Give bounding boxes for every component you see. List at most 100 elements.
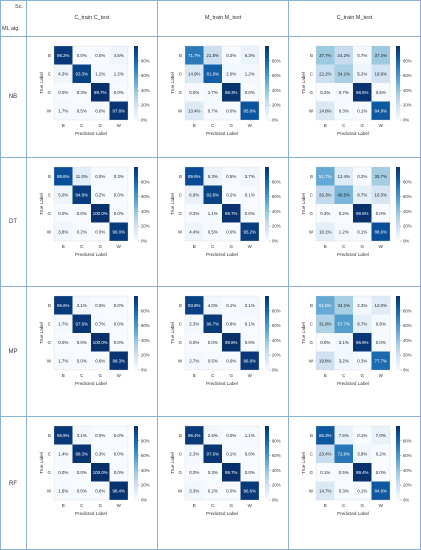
cell-value-label: 16.5% xyxy=(375,192,388,197)
y-axis-label: True Label xyxy=(170,193,175,215)
x-tick-label: W xyxy=(117,373,122,378)
colorbar xyxy=(134,296,138,370)
cell-value-label: 0.0% xyxy=(95,433,105,438)
cell-value-label: 97.6% xyxy=(76,321,89,326)
colorbar xyxy=(134,167,138,241)
y-tick-label: C xyxy=(48,192,52,197)
cell-value-label: 100.0% xyxy=(93,340,108,345)
colorbar-tick-label: 0% xyxy=(141,239,147,244)
cell-value-label: 97.8% xyxy=(113,108,126,113)
heatmap-cell xyxy=(371,46,390,65)
y-tick-label: G xyxy=(309,470,313,475)
x-tick-label: W xyxy=(248,244,253,249)
heatmap-cell xyxy=(185,426,204,445)
heatmap-cell xyxy=(316,463,335,482)
heatmap-cell xyxy=(334,463,353,482)
confusion-matrix-rf-2: 96.4% 2.6% 0.0% 1.1% 2.3% 97.6% 0.1% 0.0% 0.0% 0.… xyxy=(170,425,281,516)
cell-value-label: 0.0% xyxy=(114,451,124,456)
colorbar-tick-label: 60% xyxy=(141,453,150,458)
heatmap-cell xyxy=(334,46,353,65)
cell-value-label: 98.3% xyxy=(76,451,89,456)
colorbar-tick-label: 80% xyxy=(141,58,150,63)
heatmap-cell xyxy=(371,101,390,120)
y-tick-label: B xyxy=(48,433,51,438)
corner-cell: Sc. ML alg. xyxy=(0,0,26,36)
heatmap-cell xyxy=(222,444,241,463)
cell-value-label: 5.2% xyxy=(357,71,367,76)
y-tick-label: G xyxy=(178,470,182,475)
colorbar xyxy=(265,426,269,500)
x-tick-label: B xyxy=(62,373,65,378)
x-tick-label: G xyxy=(360,244,364,249)
cell-value-label: 98.5% xyxy=(356,90,369,95)
colorbar-tick-label: 40% xyxy=(141,338,150,343)
heatmap-cell xyxy=(371,426,390,445)
cell-value-label: 0.7% xyxy=(95,321,105,326)
x-axis-label: Predicted Label xyxy=(75,511,107,516)
cell-value-label: 31.8% xyxy=(319,321,332,326)
cell-value-label: 24.2% xyxy=(338,53,351,58)
heatmap-cell xyxy=(316,83,335,102)
x-tick-label: W xyxy=(248,373,253,378)
x-tick-label: B xyxy=(62,503,65,508)
heatmap-cell xyxy=(72,167,91,186)
heatmap-cell xyxy=(54,426,73,445)
row-label-text: NB xyxy=(8,94,18,100)
x-axis-label: Predicted Label xyxy=(337,131,369,136)
x-axis-label: Predicted Label xyxy=(75,252,107,257)
heatmap-cell xyxy=(185,444,204,463)
heatmap-cell xyxy=(240,314,259,333)
heatmap-cell xyxy=(222,222,241,241)
cell-value-label: 81.9% xyxy=(207,71,220,76)
cell-value-label: 4.4% xyxy=(189,229,199,234)
heatmap-cell xyxy=(91,426,110,445)
heatmap-cell xyxy=(222,314,241,333)
heatmap-cell xyxy=(109,185,128,204)
heatmap-cell xyxy=(222,185,241,204)
heatmap-cell xyxy=(72,296,91,315)
y-axis-label: True Label xyxy=(170,322,175,344)
x-tick-label: G xyxy=(98,123,102,128)
heatmap-cell xyxy=(109,296,128,315)
heatmap-cell xyxy=(72,64,91,83)
y-axis-label: True Label xyxy=(170,452,175,474)
cell-value-label: 3.3% xyxy=(189,488,199,493)
cell-value-label: 93.3% xyxy=(76,71,89,76)
table-row-divider xyxy=(0,286,421,287)
heatmap-cell xyxy=(316,481,335,500)
colorbar-tick-label: 20% xyxy=(141,224,150,229)
y-tick-label: C xyxy=(310,451,314,456)
cell-value-label: 6.9% xyxy=(189,192,199,197)
heatmap-cell xyxy=(334,204,353,223)
colorbar-tick-label: 60% xyxy=(141,323,150,328)
heatmap-cell xyxy=(185,314,204,333)
cell-value-label: 0.0% xyxy=(114,211,124,216)
heatmap-cell xyxy=(203,426,222,445)
colorbar-tick-label: 60% xyxy=(272,194,281,199)
heatmap-cell xyxy=(91,83,110,102)
colorbar-tick-label: 80% xyxy=(272,58,281,63)
heatmap-cell xyxy=(371,444,390,463)
colorbar-tick-label: 40% xyxy=(403,88,412,93)
x-tick-label: W xyxy=(379,373,384,378)
cell-value-label: 1.2% xyxy=(245,71,255,76)
cell-value-label: 0.0% xyxy=(58,340,68,345)
heatmap-cell xyxy=(240,444,259,463)
x-tick-label: B xyxy=(324,123,327,128)
heatmap-cell xyxy=(72,444,91,463)
heatmap-cell xyxy=(109,444,128,463)
x-tick-label: W xyxy=(117,123,122,128)
heatmap-cell xyxy=(109,333,128,352)
cell-value-label: 0.0% xyxy=(114,321,124,326)
cell-value-label: 1.1% xyxy=(208,211,218,216)
column-header-label: C_train C_test xyxy=(74,15,110,21)
colorbar-tick-label: 20% xyxy=(141,483,150,488)
cell-value-label: 51.7% xyxy=(319,174,332,179)
cell-value-label: 3.2% xyxy=(339,358,349,363)
heatmap-cell xyxy=(371,204,390,223)
colorbar-tick-label: 0% xyxy=(272,118,278,123)
cell-value-label: 1.2% xyxy=(339,229,349,234)
heatmap-cell xyxy=(334,351,353,370)
y-tick-label: W xyxy=(309,108,314,113)
y-tick-label: G xyxy=(47,211,51,216)
